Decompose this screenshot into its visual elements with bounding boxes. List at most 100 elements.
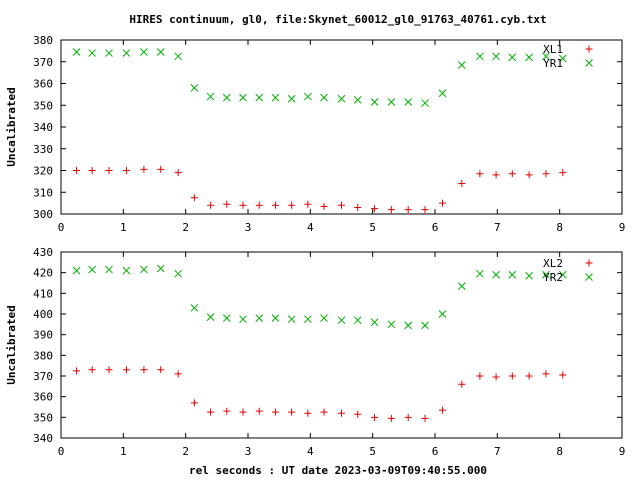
x-tick-label: 0 [58,445,65,458]
data-point [371,413,379,421]
y-tick-label: 330 [33,143,53,156]
data-point [174,52,183,61]
top-panel: 0 1 2 3 4 5 6 7 8 9 300 310 320 330 340 350 360 370 380 Unc… [5,34,625,234]
data-point [476,269,484,278]
data-point [337,316,346,325]
y-axis-label: Uncalibrated [5,87,18,166]
legend-label: XL2 [543,257,563,270]
data-point [105,366,113,374]
data-point [239,408,247,416]
data-point [271,201,279,209]
data-point [239,93,247,102]
data-point [105,49,113,57]
data-point [476,170,484,178]
legend-marker [585,273,593,281]
data-point [190,399,198,407]
data-point [370,318,379,327]
data-point [122,366,130,374]
data-point [354,203,362,211]
data-point [458,380,466,388]
data-point [559,371,567,379]
data-point [287,315,296,324]
data-point [304,409,312,417]
data-point [157,366,165,374]
y-tick-label: 410 [33,287,53,300]
x-tick-label: 9 [619,445,626,458]
data-point [122,266,131,275]
y-tick-label: 370 [33,56,53,69]
x-tick-label: 8 [556,445,563,458]
data-point [558,54,567,63]
data-point [320,408,328,416]
data-point [156,264,165,273]
series-yr2 [72,264,567,330]
x-tick-label: 8 [556,221,563,234]
y-tick-label: 380 [33,34,53,47]
data-point [207,201,215,209]
x-tick-label: 4 [307,445,314,458]
data-point [457,61,466,69]
data-point [404,321,413,330]
data-point [492,270,500,279]
y-tick-label: 320 [33,165,53,178]
data-point [320,93,328,102]
data-point [558,270,567,279]
plot-frame [60,39,623,215]
data-point [88,265,97,274]
data-point [438,406,446,414]
legend-marker [585,45,593,53]
data-point [255,201,263,209]
data-point [320,202,328,210]
data-point [404,206,412,214]
data-point [508,372,516,380]
x-tick-label: 3 [245,445,252,458]
data-point [542,170,550,178]
x-tick-label: 2 [182,445,189,458]
data-point [105,167,113,174]
x-tick-label: 2 [182,221,189,234]
data-point [174,269,183,278]
data-point [207,408,215,416]
data-point [525,53,533,62]
y-tick-label: 340 [33,432,53,445]
data-point [206,313,215,321]
data-point [122,167,130,174]
data-point [206,92,215,101]
data-point [353,316,362,325]
data-point [476,372,484,380]
data-point [421,99,429,107]
data-point [492,171,500,179]
data-point [156,48,165,56]
data-point [157,165,165,173]
x-tick-label: 1 [120,221,127,234]
data-point [140,366,148,374]
data-point [387,98,396,106]
data-point [190,194,198,202]
data-point [73,167,81,174]
data-point [255,314,264,322]
data-point [320,314,328,322]
data-point [105,265,113,274]
y-tick-label: 390 [33,329,53,342]
data-point [122,49,131,57]
data-point [72,266,81,275]
y-tick-label: 300 [33,208,53,221]
data-point [457,282,466,290]
data-point [387,206,395,214]
legend-label: XL1 [543,43,563,56]
data-point [190,303,199,312]
chart-title: HIRES continuum, gl0, file:Skynet_60012_… [129,13,546,26]
data-point [140,48,148,56]
data-point [370,98,379,106]
data-point [421,414,429,422]
data-point [525,372,533,380]
data-point [404,413,412,421]
data-point [387,414,395,422]
x-tick-label: 6 [432,445,439,458]
y-tick-label: 350 [33,411,53,424]
data-point [223,200,231,208]
x-tick-label: 4 [307,221,314,234]
series-xl2 [73,366,567,422]
data-point [476,52,484,61]
